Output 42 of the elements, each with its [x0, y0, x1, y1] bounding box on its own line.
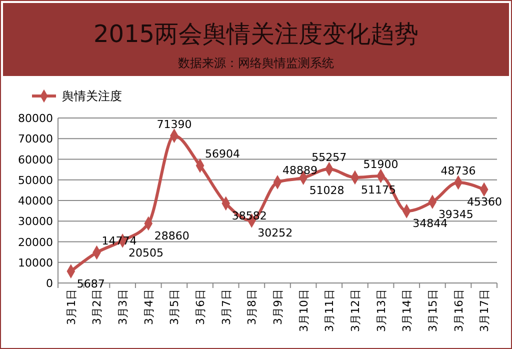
x-tick-label: 3月9日: [272, 289, 284, 325]
data-label: 28860: [154, 229, 190, 242]
data-label: 51900: [363, 158, 398, 171]
data-label: 5687: [76, 277, 105, 290]
x-tick-label: 3月1日: [64, 289, 78, 325]
chart-subtitle: 数据来源：网络舆情监测系统: [178, 56, 334, 70]
x-tick-label: 3月4日: [142, 289, 156, 325]
data-label: 20505: [128, 246, 164, 260]
x-tick-label: 3月17日: [478, 289, 492, 332]
legend-label: 舆情关注度: [62, 89, 122, 103]
data-label: 30252: [258, 226, 293, 240]
x-tick-label: 3月12日: [348, 289, 362, 332]
y-tick-label: 50000: [18, 174, 53, 187]
x-tick-label: 3月2日: [90, 289, 104, 325]
x-tick-label: 3月14日: [400, 289, 414, 332]
y-tick-label: 80000: [18, 112, 53, 125]
x-tick-label: 3月10日: [297, 289, 310, 332]
x-tick-label: 3月7日: [220, 289, 233, 325]
data-label: 45360: [467, 195, 502, 208]
x-tick-label: 3月3日: [116, 289, 130, 325]
data-label: 51028: [309, 184, 344, 197]
x-tick-label: 3月6日: [194, 289, 208, 325]
data-label: 48736: [440, 164, 476, 178]
y-tick-label: 0: [46, 277, 53, 290]
chart-title: 2015两会舆情关注度变化趋势: [93, 20, 419, 48]
y-tick-label: 10000: [18, 256, 53, 270]
x-tick-label: 3月11日: [323, 289, 336, 332]
data-label: 71390: [156, 118, 192, 131]
y-tick-label: 40000: [18, 194, 53, 208]
data-label: 55257: [312, 151, 347, 164]
x-tick-label: 3月16日: [452, 289, 466, 332]
x-tick-label: 3月13日: [374, 289, 388, 332]
x-tick-label: 3月15日: [426, 289, 440, 332]
data-label: 34844: [412, 217, 448, 230]
y-tick-label: 60000: [18, 153, 53, 166]
x-tick-label: 3月8日: [246, 289, 259, 325]
y-tick-label: 30000: [18, 215, 53, 228]
y-tick-label: 20000: [18, 236, 53, 249]
y-tick-label: 70000: [18, 132, 53, 146]
x-tick-label: 3月5日: [168, 289, 182, 325]
data-label: 48889: [282, 164, 318, 178]
data-label: 56904: [205, 148, 240, 161]
